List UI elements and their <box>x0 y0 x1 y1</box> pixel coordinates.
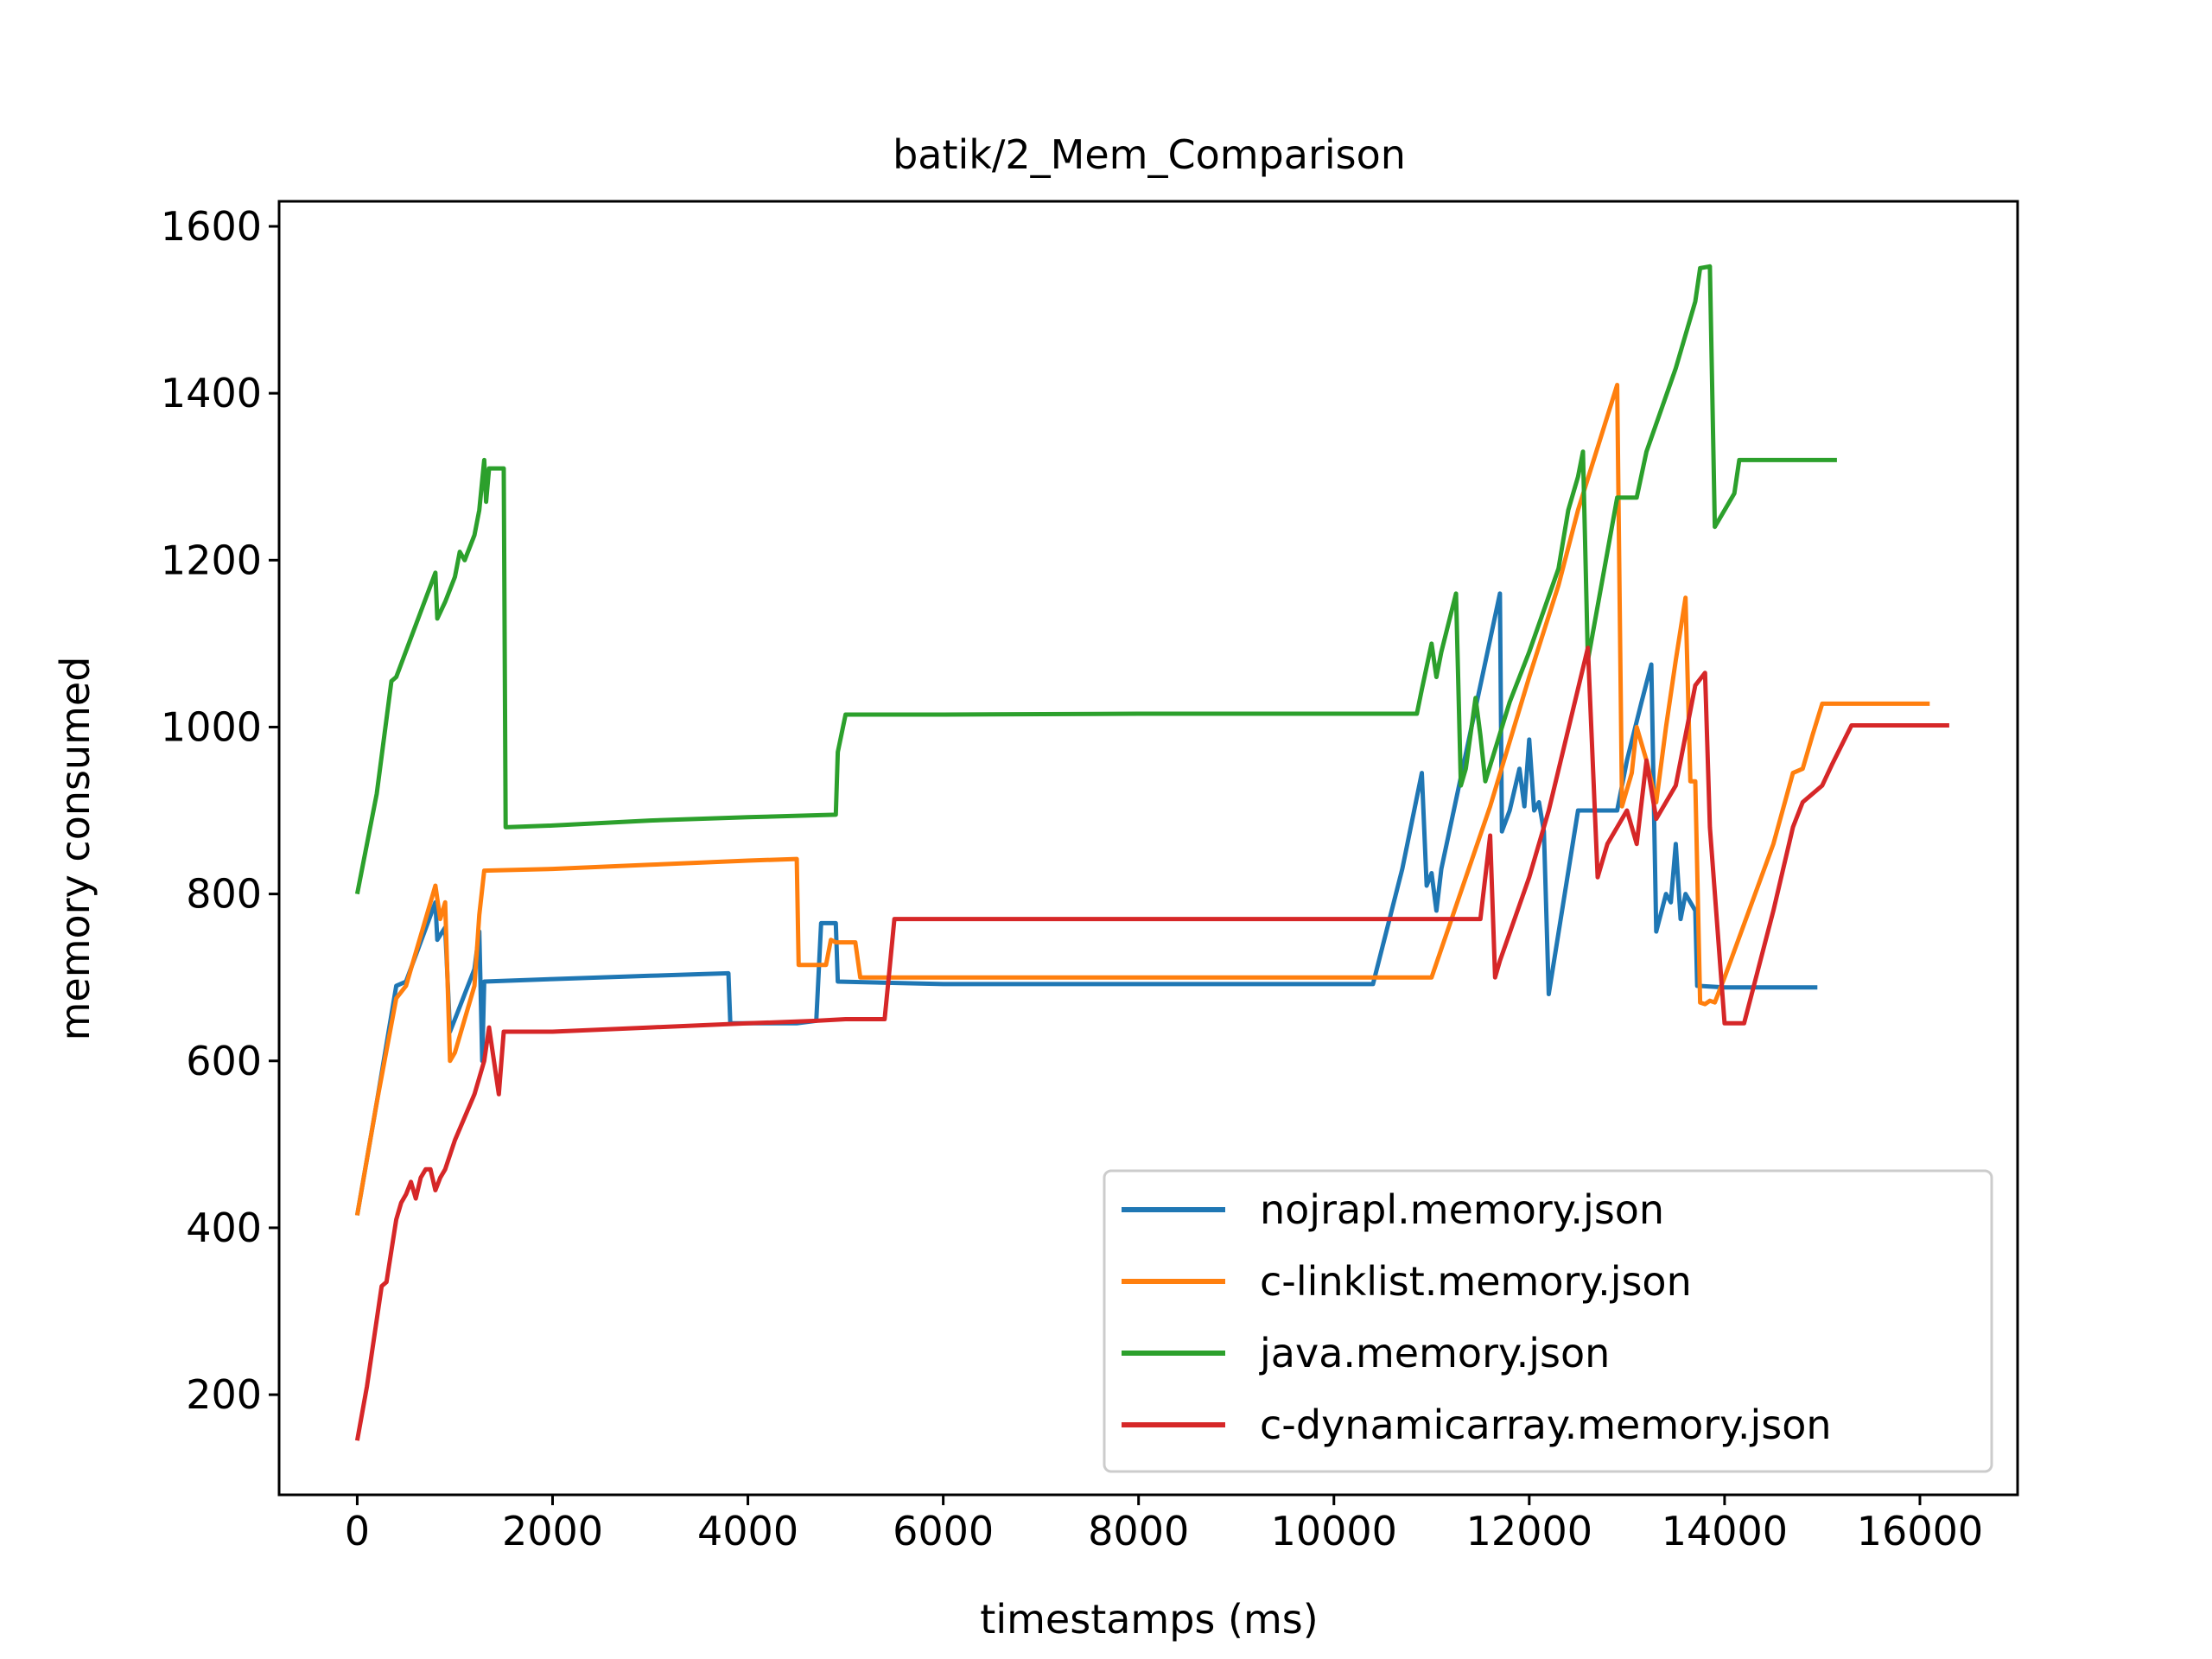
y-tick-label-2: 600 <box>186 1038 262 1084</box>
y-tick-label-0: 200 <box>186 1371 262 1418</box>
y-tick-label-5: 1200 <box>161 537 262 583</box>
x-tick-label-0: 0 <box>345 1508 370 1554</box>
y-tick-label-7: 1600 <box>161 203 262 250</box>
y-axis-label: memory consumed <box>52 657 99 1041</box>
x-tick-label-6: 12000 <box>1466 1508 1592 1554</box>
y-axis-ticks: 200 400 600 800 1000 1200 1400 1600 <box>161 203 279 1418</box>
legend-label-0: nojrapl.memory.json <box>1260 1186 1664 1233</box>
series-line-1 <box>354 383 1930 1216</box>
x-tick-label-1: 2000 <box>502 1508 603 1554</box>
y-tick-label-4: 1000 <box>161 703 262 750</box>
legend-box <box>1103 1169 1993 1473</box>
x-axis-ticks: 0 2000 4000 6000 8000 10000 12000 14000 16000 <box>345 1495 1983 1554</box>
legend: nojrapl.memory.json c-linklist.memory.jso… <box>1103 1169 1993 1473</box>
chart-title: batik/2_Mem_Comparison <box>893 131 1406 178</box>
plot-area-frame <box>277 200 2019 1497</box>
series-layer <box>354 264 1949 1441</box>
x-axis-label: timestamps (ms) <box>980 1596 1318 1643</box>
series-line-2 <box>354 264 1837 895</box>
legend-label-3: c-dynamicarray.memory.json <box>1260 1402 1832 1448</box>
legend-label-2: java.memory.json <box>1259 1330 1610 1376</box>
y-tick-label-1: 400 <box>186 1205 262 1251</box>
x-tick-label-2: 4000 <box>697 1508 798 1554</box>
x-tick-label-4: 8000 <box>1088 1508 1189 1554</box>
x-tick-label-3: 6000 <box>893 1508 994 1554</box>
x-tick-label-8: 16000 <box>1857 1508 1983 1554</box>
legend-label-1: c-linklist.memory.json <box>1260 1258 1692 1305</box>
x-tick-label-7: 14000 <box>1662 1508 1788 1554</box>
x-tick-label-5: 10000 <box>1271 1508 1397 1554</box>
y-tick-label-6: 1400 <box>161 370 262 416</box>
y-tick-label-3: 800 <box>186 871 262 918</box>
series-line-3 <box>354 645 1949 1441</box>
